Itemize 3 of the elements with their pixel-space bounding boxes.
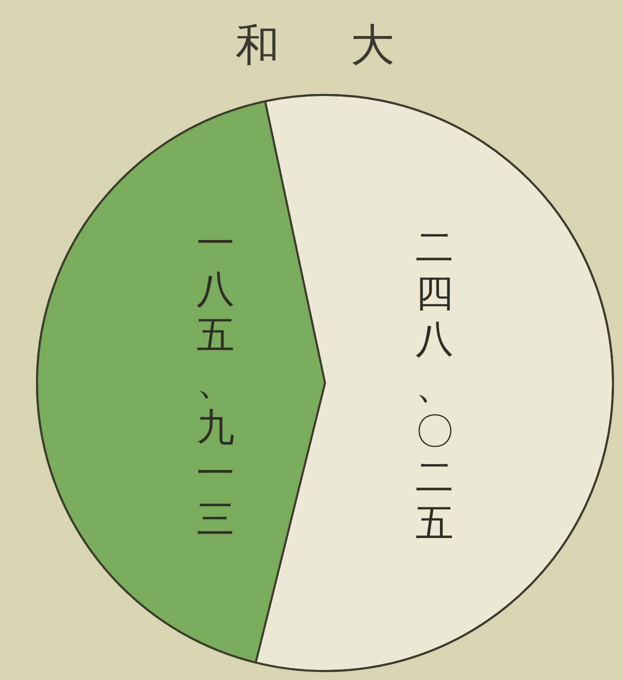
data-label: 一八五、九一三: [196, 221, 235, 542]
data-label: 二四八、〇二五: [415, 224, 454, 545]
chart-title: 和大: [236, 20, 394, 71]
